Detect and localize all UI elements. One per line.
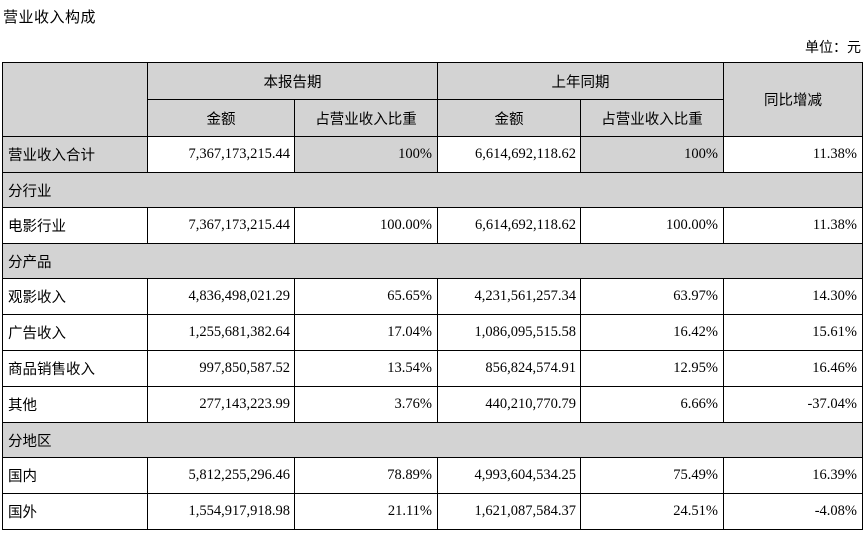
header-current-period: 本报告期 xyxy=(147,62,438,100)
table-row-total: 营业收入合计 7,367,173,215.44 100% 6,614,692,1… xyxy=(2,136,863,173)
header-prior-amount: 金额 xyxy=(437,99,581,137)
prior-share-cell: 75.49% xyxy=(580,457,724,494)
prior-share-cell: 12.95% xyxy=(580,350,724,387)
prior-share-cell: 100% xyxy=(580,136,724,173)
prior-share-cell: 100.00% xyxy=(580,207,724,244)
yoy-cell: 11.38% xyxy=(723,207,863,244)
yoy-cell: -4.08% xyxy=(723,493,863,530)
row-label: 其他 xyxy=(2,386,148,423)
header-prior-share: 占营业收入比重 xyxy=(580,99,724,137)
header-row-periods: 本报告期 上年同期 同比增减 xyxy=(2,62,863,137)
section-row-industry: 分行业 xyxy=(2,172,863,208)
section-label: 分产品 xyxy=(2,243,863,279)
yoy-cell: 11.38% xyxy=(723,136,863,173)
table-row-film-industry: 电影行业 7,367,173,215.44 100.00% 6,614,692,… xyxy=(2,207,863,244)
yoy-cell: 14.30% xyxy=(723,278,863,315)
header-row-measures: 金额 占营业收入比重 金额 占营业收入比重 xyxy=(3,99,863,137)
prior-share-cell: 63.97% xyxy=(580,278,724,315)
table-row-ticket-revenue: 观影收入 4,836,498,021.29 65.65% 4,231,561,2… xyxy=(2,278,863,315)
current-amount-cell: 5,812,255,296.46 xyxy=(147,457,295,494)
row-label: 营业收入合计 xyxy=(2,136,148,173)
current-amount-cell: 997,850,587.52 xyxy=(147,350,295,387)
table-row-other-revenue: 其他 277,143,223.99 3.76% 440,210,770.79 6… xyxy=(2,386,863,423)
yoy-cell: 15.61% xyxy=(723,314,863,351)
current-share-cell: 100% xyxy=(294,136,438,173)
section-row-product: 分产品 xyxy=(2,243,863,279)
section-row-region: 分地区 xyxy=(2,422,863,458)
table-row-domestic: 国内 5,812,255,296.46 78.89% 4,993,604,534… xyxy=(2,457,863,494)
section-label: 分地区 xyxy=(2,422,863,458)
header-yoy-change: 同比增减 xyxy=(723,62,863,137)
current-share-cell: 100.00% xyxy=(294,207,438,244)
current-amount-cell: 1,255,681,382.64 xyxy=(147,314,295,351)
prior-amount-cell: 4,231,561,257.34 xyxy=(437,278,581,315)
current-share-cell: 21.11% xyxy=(294,493,438,530)
current-share-cell: 3.76% xyxy=(294,386,438,423)
prior-amount-cell: 6,614,692,118.62 xyxy=(437,207,581,244)
prior-amount-cell: 856,824,574.91 xyxy=(437,350,581,387)
section-label: 分行业 xyxy=(2,172,863,208)
row-label: 国外 xyxy=(2,493,148,530)
prior-amount-cell: 440,210,770.79 xyxy=(437,386,581,423)
page-title: 营业收入构成 xyxy=(3,10,97,26)
revenue-composition-table: 本报告期 上年同期 同比增减 金额 占营业收入比重 金额 占营业收入比重 营业收… xyxy=(2,62,863,530)
unit-label: 单位：元 xyxy=(805,41,861,56)
current-share-cell: 17.04% xyxy=(294,314,438,351)
table-row-advertising-revenue: 广告收入 1,255,681,382.64 17.04% 1,086,095,5… xyxy=(2,314,863,351)
current-amount-cell: 4,836,498,021.29 xyxy=(147,278,295,315)
prior-share-cell: 24.51% xyxy=(580,493,724,530)
prior-share-cell: 6.66% xyxy=(580,386,724,423)
row-label: 观影收入 xyxy=(2,278,148,315)
current-share-cell: 13.54% xyxy=(294,350,438,387)
table-row-merchandise-revenue: 商品销售收入 997,850,587.52 13.54% 856,824,574… xyxy=(2,350,863,387)
yoy-cell: 16.46% xyxy=(723,350,863,387)
header-empty-cell xyxy=(2,62,148,137)
current-share-cell: 78.89% xyxy=(294,457,438,494)
prior-amount-cell: 6,614,692,118.62 xyxy=(437,136,581,173)
current-amount-cell: 277,143,223.99 xyxy=(147,386,295,423)
current-amount-cell: 7,367,173,215.44 xyxy=(147,207,295,244)
prior-amount-cell: 1,621,087,584.37 xyxy=(437,493,581,530)
current-amount-cell: 7,367,173,215.44 xyxy=(147,136,295,173)
header-current-share: 占营业收入比重 xyxy=(294,99,438,137)
row-label: 商品销售收入 xyxy=(2,350,148,387)
header-current-amount: 金额 xyxy=(147,99,295,137)
yoy-cell: -37.04% xyxy=(723,386,863,423)
current-share-cell: 65.65% xyxy=(294,278,438,315)
table-row-overseas: 国外 1,554,917,918.98 21.11% 1,621,087,584… xyxy=(2,493,863,530)
row-label: 广告收入 xyxy=(2,314,148,351)
yoy-cell: 16.39% xyxy=(723,457,863,494)
row-label: 国内 xyxy=(2,457,148,494)
prior-amount-cell: 1,086,095,515.58 xyxy=(437,314,581,351)
prior-share-cell: 16.42% xyxy=(580,314,724,351)
header-prior-period: 上年同期 xyxy=(437,62,724,100)
row-label: 电影行业 xyxy=(2,207,148,244)
current-amount-cell: 1,554,917,918.98 xyxy=(147,493,295,530)
prior-amount-cell: 4,993,604,534.25 xyxy=(437,457,581,494)
